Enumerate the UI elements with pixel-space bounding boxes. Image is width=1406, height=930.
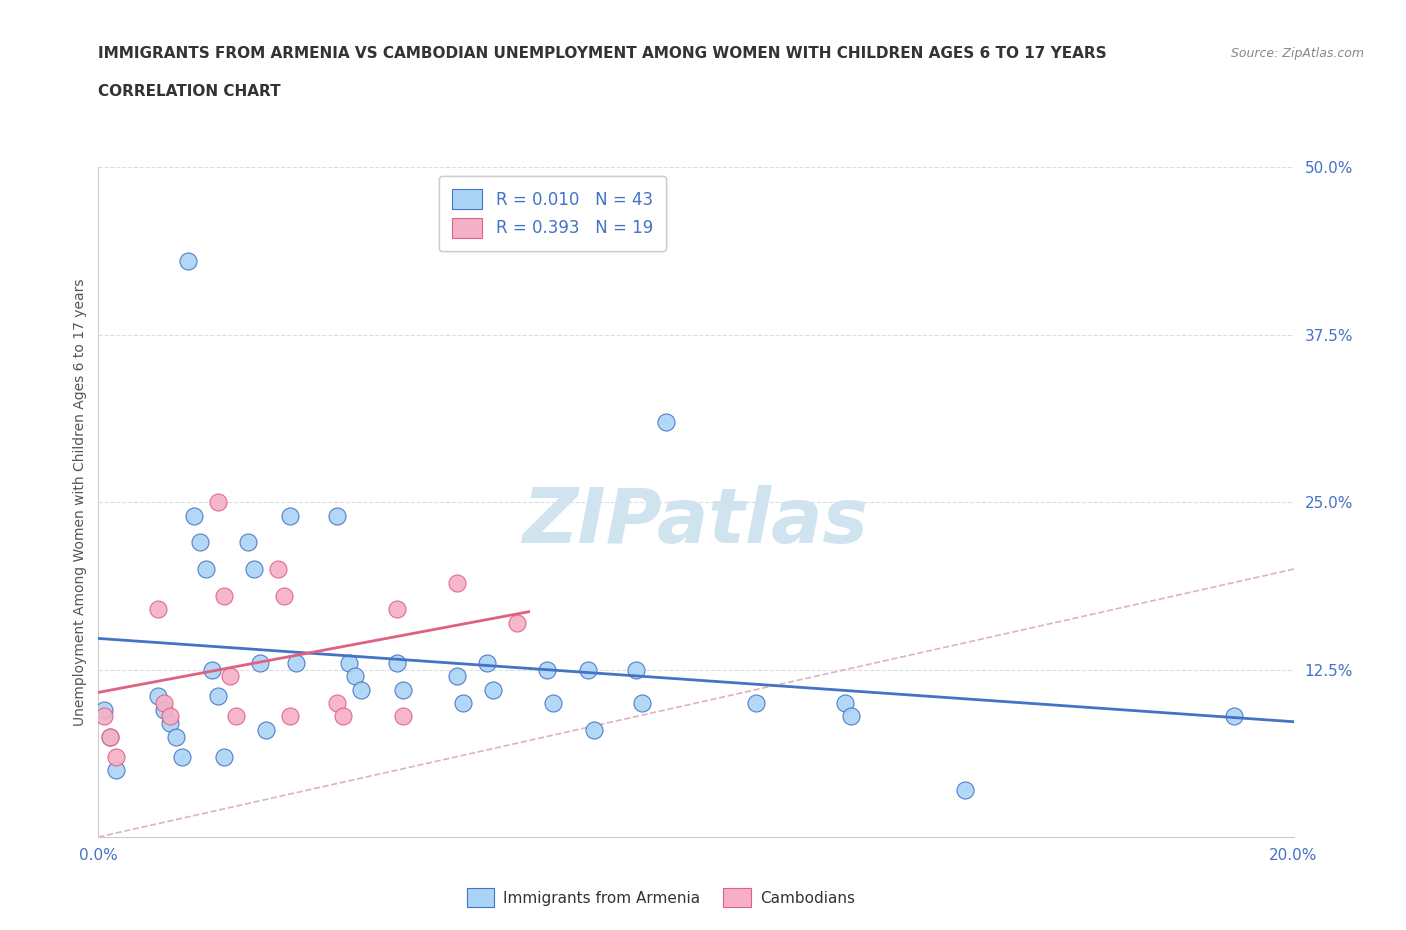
Point: [841, 709, 863, 724]
Text: ZIPatlas: ZIPatlas: [523, 485, 869, 559]
Point: [475, 656, 498, 671]
Point: [153, 696, 176, 711]
Point: [834, 696, 856, 711]
Point: [219, 669, 242, 684]
Point: [148, 602, 170, 617]
Point: [953, 783, 976, 798]
Point: [392, 709, 415, 724]
Point: [148, 689, 170, 704]
Point: [177, 254, 200, 269]
Text: CORRELATION CHART: CORRELATION CHART: [98, 84, 281, 99]
Point: [153, 702, 176, 717]
Text: IMMIGRANTS FROM ARMENIA VS CAMBODIAN UNEMPLOYMENT AMONG WOMEN WITH CHILDREN AGES: IMMIGRANTS FROM ARMENIA VS CAMBODIAN UNE…: [98, 46, 1107, 61]
Point: [236, 535, 259, 550]
Point: [332, 709, 354, 724]
Point: [98, 729, 122, 744]
Point: [105, 763, 128, 777]
Point: [350, 683, 373, 698]
Point: [339, 656, 360, 671]
Point: [212, 750, 235, 764]
Point: [385, 602, 409, 617]
Point: [212, 589, 235, 604]
Legend: R = 0.010   N = 43, R = 0.393   N = 19: R = 0.010 N = 43, R = 0.393 N = 19: [439, 176, 666, 251]
Point: [506, 616, 529, 631]
Point: [207, 495, 229, 510]
Point: [446, 669, 468, 684]
Point: [446, 575, 468, 590]
Point: [183, 508, 205, 523]
Point: [326, 508, 349, 523]
Point: [624, 662, 647, 677]
Point: [165, 729, 187, 744]
Text: Source: ZipAtlas.com: Source: ZipAtlas.com: [1230, 46, 1364, 60]
Point: [541, 696, 564, 711]
Y-axis label: Unemployment Among Women with Children Ages 6 to 17 years: Unemployment Among Women with Children A…: [73, 278, 87, 726]
Point: [249, 656, 271, 671]
Point: [273, 589, 295, 604]
Point: [201, 662, 224, 677]
Point: [105, 750, 128, 764]
Point: [159, 716, 181, 731]
Point: [385, 656, 409, 671]
Point: [392, 683, 415, 698]
Point: [536, 662, 558, 677]
Point: [172, 750, 194, 764]
Point: [284, 656, 307, 671]
Point: [326, 696, 349, 711]
Point: [583, 723, 606, 737]
Point: [655, 415, 678, 430]
Point: [194, 562, 218, 577]
Point: [745, 696, 768, 711]
Point: [225, 709, 247, 724]
Point: [278, 508, 301, 523]
Point: [1223, 709, 1246, 724]
Point: [207, 689, 229, 704]
Point: [278, 709, 301, 724]
Point: [631, 696, 654, 711]
Point: [159, 709, 181, 724]
Point: [98, 729, 122, 744]
Point: [188, 535, 211, 550]
Legend: Immigrants from Armenia, Cambodians: Immigrants from Armenia, Cambodians: [461, 883, 860, 913]
Point: [93, 702, 115, 717]
Point: [578, 662, 600, 677]
Point: [451, 696, 474, 711]
Point: [344, 669, 367, 684]
Point: [267, 562, 290, 577]
Point: [481, 683, 505, 698]
Point: [93, 709, 115, 724]
Point: [254, 723, 277, 737]
Point: [243, 562, 266, 577]
